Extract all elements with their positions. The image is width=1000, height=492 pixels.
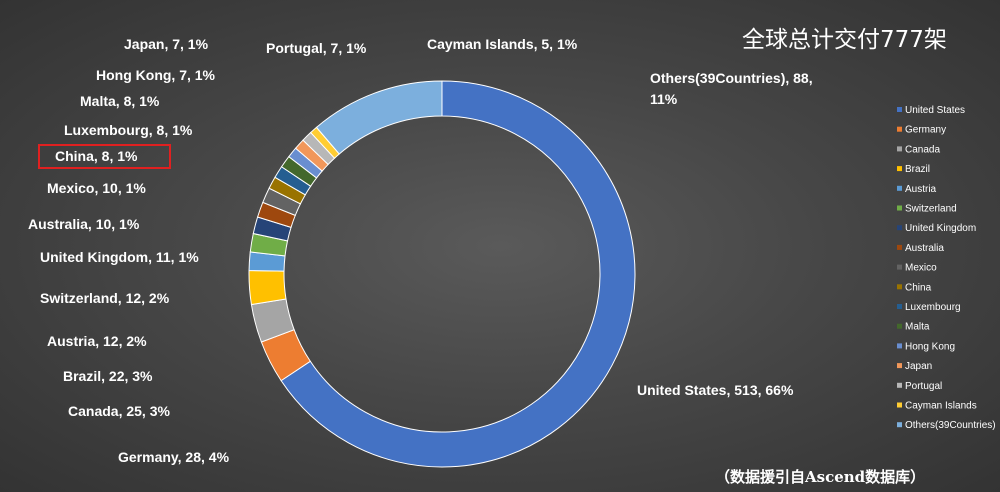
data-label-canada: Canada, 25, 3%: [68, 403, 170, 419]
data-label-china: China, 8, 1%: [55, 148, 138, 164]
data-label-germany: Germany, 28, 4%: [118, 449, 230, 465]
legend-entry: Malta: [905, 322, 930, 333]
data-label-portugal: Portugal, 7, 1%: [266, 40, 367, 56]
legend-swatch: [897, 146, 902, 152]
legend-swatch: [897, 166, 902, 172]
source-note: （数据援引自Ascend数据库）: [715, 468, 926, 486]
legend-swatch: [897, 402, 902, 408]
legend-swatch: [897, 284, 902, 290]
data-label-malta: Malta, 8, 1%: [80, 93, 160, 109]
legend-swatch: [897, 363, 902, 369]
legend-swatch: [897, 107, 902, 112]
legend-swatch: [897, 323, 902, 329]
data-label-cayman-islands: Cayman Islands, 5, 1%: [427, 36, 578, 52]
legend-entry: Australia: [905, 243, 944, 254]
data-label-switzerland: Switzerland, 12, 2%: [40, 290, 170, 306]
legend-entry: Switzerland: [905, 204, 957, 215]
legend-entry: Hong Kong: [905, 341, 955, 352]
data-label-hong-kong: Hong Kong, 7, 1%: [96, 67, 216, 83]
legend-swatch: [897, 264, 902, 270]
slice-brazil: [248, 269, 287, 306]
data-label-japan: Japan, 7, 1%: [124, 36, 209, 52]
data-label-united-kingdom: United Kingdom, 11, 1%: [40, 249, 199, 265]
legend-entry: Luxembourg: [905, 302, 961, 313]
data-label-united-states: United States, 513, 66%: [637, 382, 794, 398]
legend-swatch: [897, 422, 902, 428]
legend-swatch: [897, 225, 902, 231]
legend-entry: Canada: [905, 144, 940, 155]
legend-entry: Others(39Countries): [905, 420, 996, 431]
donut-slices: [248, 80, 636, 468]
legend-swatch: [897, 343, 902, 349]
data-label-luxembourg: Luxembourg, 8, 1%: [64, 122, 193, 138]
legend-entry: Germany: [905, 125, 946, 136]
chart-legend: United States Germany Canada Brazil Austria S…: [897, 105, 996, 431]
chart-title: 全球总计交付777架: [742, 27, 947, 53]
legend-swatch: [897, 126, 902, 132]
slice-others-39countries: [315, 80, 443, 155]
legend-swatch: [897, 205, 902, 211]
legend-swatch: [897, 185, 902, 191]
legend-entry: Mexico: [905, 263, 937, 274]
legend-entry: Japan: [905, 361, 932, 372]
legend-entry: United Kingdom: [905, 223, 976, 234]
legend-swatch: [897, 244, 902, 250]
legend-entry: Cayman Islands: [905, 401, 977, 412]
data-label-mexico: Mexico, 10, 1%: [47, 180, 146, 196]
legend-swatch: [897, 382, 902, 388]
slice-united-states: [280, 80, 636, 468]
legend-entry: United States: [905, 105, 965, 116]
data-labels: United States, 513, 66% Germany, 28, 4% Ca…: [28, 36, 813, 465]
data-label-brazil: Brazil, 22, 3%: [63, 368, 153, 384]
china-highlight-box: [38, 144, 171, 169]
legend-swatch: [897, 304, 902, 309]
data-label-australia: Australia, 10, 1%: [28, 216, 140, 232]
legend-entry: Austria: [905, 184, 937, 195]
legend-entry: Brazil: [905, 164, 930, 175]
legend-entry: China: [905, 282, 932, 293]
legend-entry: Portugal: [905, 381, 942, 392]
data-label-austria: Austria, 12, 2%: [47, 333, 147, 349]
data-label-others-39countries: Others(39Countries), 88, 11%: [650, 70, 813, 107]
